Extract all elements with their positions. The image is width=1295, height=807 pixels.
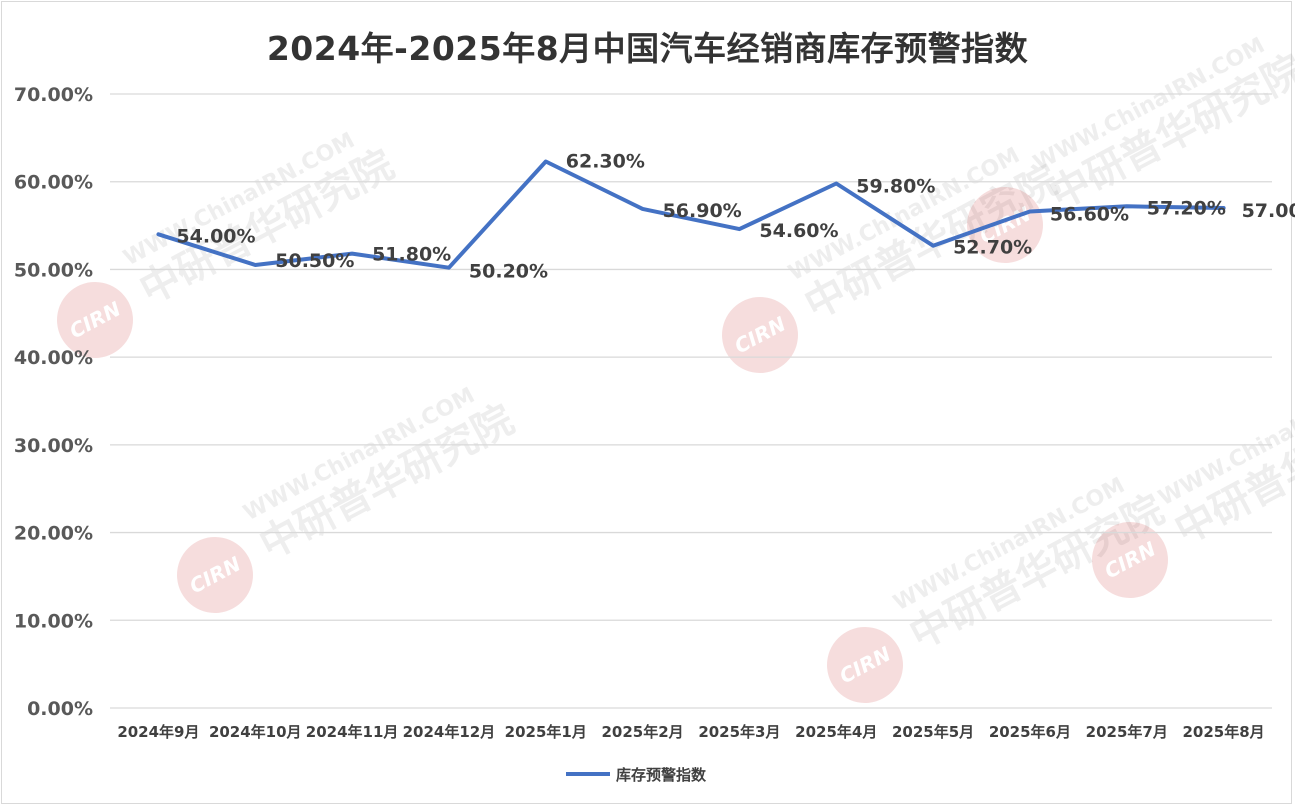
legend-label: 库存预警指数: [616, 766, 707, 784]
x-tick-label: 2024年9月: [117, 723, 199, 741]
x-tick-label: 2025年2月: [601, 723, 683, 741]
watermark-logo-icon: [967, 187, 1043, 263]
gridlines: [110, 93, 1272, 709]
watermark-logo-icon: [1092, 522, 1168, 598]
data-label: 62.30%: [566, 151, 645, 173]
watermark-logo-icon: [177, 537, 253, 613]
data-label: 54.00%: [176, 225, 255, 247]
x-axis-ticks: 2024年9月 2024年10月 2024年11月 2024年12月 2025年1月 20…: [117, 723, 1264, 741]
y-axis-ticks: 0.00% 10.00% 20.00% 30.00% 40.00% 50.00% 60.00…: [14, 84, 93, 720]
x-tick-label: 2024年11月: [306, 723, 399, 741]
y-tick-label: 50.00%: [14, 259, 93, 281]
data-labels: 54.00% 50.50% 51.80% 50.20% 62.30% 56.90% 54.6…: [176, 151, 1295, 283]
x-tick-label: 2025年6月: [989, 723, 1071, 741]
y-tick-label: 60.00%: [14, 172, 93, 194]
legend: 库存预警指数: [566, 766, 707, 784]
x-tick-label: 2024年10月: [209, 723, 302, 741]
data-label: 54.60%: [759, 220, 838, 242]
data-label: 56.60%: [1050, 204, 1129, 226]
y-tick-label: 0.00%: [27, 698, 93, 720]
y-tick-label: 10.00%: [14, 610, 93, 632]
data-label: 57.20%: [1147, 197, 1226, 219]
y-tick-label: 20.00%: [14, 523, 93, 545]
watermark-logo-icon: [56, 282, 133, 358]
data-label: 56.90%: [663, 200, 742, 222]
y-tick-label: 30.00%: [14, 435, 93, 457]
data-label: 59.80%: [856, 175, 935, 197]
x-tick-label: 2025年8月: [1182, 723, 1264, 741]
x-tick-label: 2025年7月: [1086, 723, 1168, 741]
data-label: 57.00%: [1242, 200, 1295, 222]
y-tick-label: 40.00%: [14, 347, 93, 369]
x-tick-label: 2025年1月: [505, 723, 587, 741]
watermark-group: CIRN中研普华研究院WWW.ChinaIRN.COMCIRN中研普华研究院WW…: [56, 33, 1295, 703]
series-line: [156, 159, 1226, 270]
x-tick-label: 2024年12月: [403, 723, 496, 741]
watermark-logo-icon: [827, 627, 903, 703]
watermark-logo-icon: [722, 297, 798, 373]
data-label: 52.70%: [953, 237, 1032, 259]
series-group: [156, 159, 1226, 270]
x-tick-label: 2025年5月: [892, 723, 974, 741]
chart-title: 2024年-2025年8月中国汽车经销商库存预警指数: [266, 29, 1029, 68]
x-tick-label: 2025年3月: [698, 723, 780, 741]
y-tick-label: 70.00%: [14, 84, 93, 106]
data-label: 50.20%: [469, 261, 548, 283]
data-label: 50.50%: [275, 250, 354, 272]
data-label: 51.80%: [372, 244, 451, 266]
x-tick-label: 2025年4月: [795, 723, 877, 741]
